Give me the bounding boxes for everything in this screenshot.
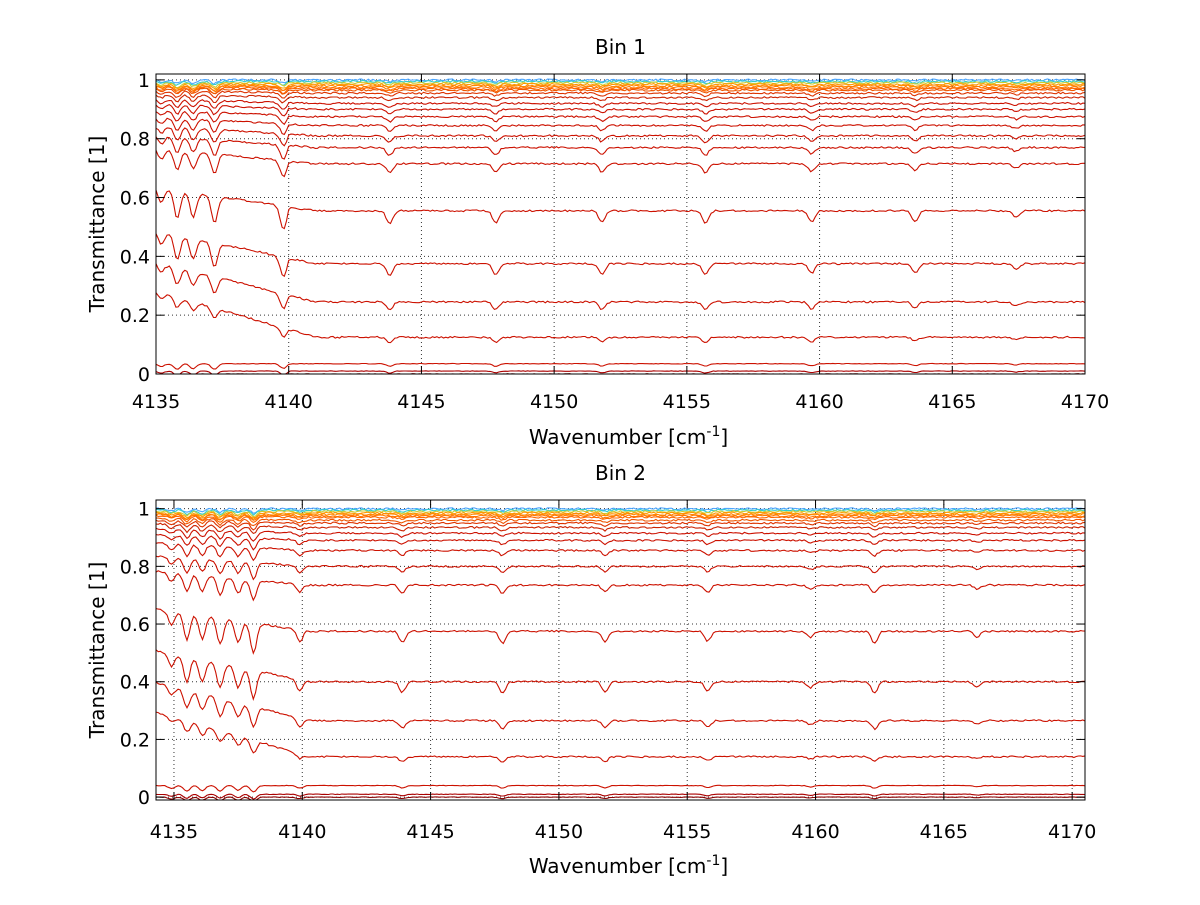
series-line — [156, 233, 1085, 278]
series-line — [156, 511, 1085, 519]
series-line — [156, 82, 1085, 90]
series-line — [156, 136, 1085, 160]
y-tick-label: 0.8 — [120, 129, 150, 151]
x-tick-label: 4145 — [397, 391, 445, 413]
series-line — [156, 519, 1085, 531]
series-line — [156, 507, 1085, 514]
x-axis-label-close: ] — [720, 854, 728, 878]
x-tick-label: 4160 — [795, 391, 843, 413]
series-line — [156, 570, 1085, 602]
series-line — [156, 84, 1085, 91]
series-line — [156, 189, 1085, 230]
chart-title: Bin 1 — [595, 35, 646, 59]
x-tick-label: 4135 — [132, 391, 180, 413]
x-tick-label: 4155 — [663, 391, 711, 413]
series-line — [156, 681, 1085, 731]
series-line — [156, 784, 1085, 793]
series-line — [156, 555, 1085, 581]
series-group — [156, 78, 1085, 374]
y-tick-label: 1 — [138, 499, 150, 521]
chart-panel-bin-2: Bin 2 4135 4140 4145 4150 4155 4160 4165 4170 0 0.… — [85, 461, 1096, 878]
x-axis-label-text: Wavenumber [cm — [529, 425, 707, 449]
series-line — [156, 517, 1085, 527]
y-axis-label: Transmittance [1] — [85, 136, 109, 314]
y-tick-label: 0.4 — [120, 672, 150, 694]
chart-title: Bin 2 — [595, 461, 646, 485]
x-tick-label: 4140 — [265, 391, 313, 413]
series-line — [156, 292, 1085, 344]
x-axis-label-text: Wavenumber [cm — [529, 854, 707, 878]
series-line — [156, 99, 1085, 110]
series-line — [156, 90, 1085, 99]
y-tick-label: 0.4 — [120, 246, 150, 268]
series-line — [156, 512, 1085, 521]
grid — [155, 74, 1086, 375]
x-tick-label: 4165 — [928, 391, 976, 413]
y-tick-label: 0.6 — [120, 614, 150, 636]
series-line — [156, 103, 1085, 117]
series-line — [156, 79, 1085, 87]
series-line — [156, 796, 1085, 800]
series-line — [156, 533, 1085, 551]
y-tick-label: 0.8 — [120, 556, 150, 578]
series-line — [156, 793, 1085, 800]
axes-box — [155, 499, 1086, 801]
series-line — [156, 87, 1085, 95]
series-line — [156, 522, 1085, 535]
x-tick-label: 4160 — [791, 821, 839, 843]
x-tick-label: 4170 — [1061, 391, 1109, 413]
x-axis-label-sup: -1 — [706, 424, 720, 440]
y-tick-label: 0.2 — [120, 729, 150, 751]
x-tick-label: 4140 — [278, 821, 326, 843]
axes-box — [155, 73, 1086, 375]
series-group — [156, 507, 1085, 800]
series-line — [156, 514, 1085, 524]
x-axis-label-close: ] — [720, 425, 728, 449]
y-tick-label: 0 — [138, 787, 150, 809]
x-tick-label: 4150 — [535, 821, 583, 843]
x-axis-label: Wavenumber [cm-1] — [529, 853, 728, 878]
y-tick-label: 1 — [138, 70, 150, 92]
series-line — [156, 711, 1085, 763]
series-line — [156, 607, 1085, 655]
series-line — [156, 542, 1085, 562]
series-line — [156, 149, 1085, 178]
x-tick-label: 4170 — [1048, 821, 1096, 843]
x-axis-label-sup: -1 — [706, 853, 720, 869]
x-tick-label: 4165 — [920, 821, 968, 843]
y-tick-label: 0.6 — [120, 188, 150, 210]
series-line — [156, 110, 1085, 126]
x-tick-label: 4155 — [663, 821, 711, 843]
series-line — [156, 117, 1085, 136]
series-line — [156, 127, 1085, 147]
x-tick-label: 4135 — [150, 821, 198, 843]
series-line — [156, 362, 1085, 370]
series-line — [156, 370, 1085, 374]
series-line — [156, 508, 1085, 516]
series-line — [156, 649, 1085, 701]
series-line — [156, 94, 1085, 104]
y-tick-label: 0 — [138, 364, 150, 386]
series-line — [156, 78, 1085, 86]
y-tick-label: 0.2 — [120, 305, 150, 327]
x-axis-label: Wavenumber [cm-1] — [529, 424, 728, 449]
x-tick-label: 4150 — [530, 391, 578, 413]
x-tick-label: 4145 — [406, 821, 454, 843]
chart-panel-bin-1: Bin 1 4135 4140 4145 4150 4155 4160 4165 4170 0 0.… — [85, 35, 1109, 449]
y-axis-label: Transmittance [1] — [85, 562, 109, 740]
series-line — [156, 263, 1085, 311]
series-line — [156, 527, 1085, 542]
